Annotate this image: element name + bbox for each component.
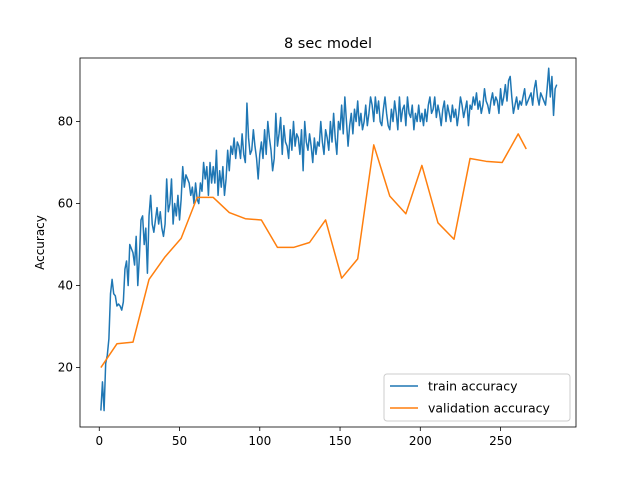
x-tick-label: 250	[489, 434, 512, 448]
y-tick-label: 80	[58, 115, 73, 129]
y-axis-label: Accuracy	[33, 215, 47, 270]
plot-frame	[79, 57, 577, 428]
plot-lines	[100, 67, 558, 412]
y-tick-label: 60	[58, 197, 73, 211]
legend: train accuracy validation accuracy	[383, 373, 571, 422]
x-tick-label: 50	[172, 434, 187, 448]
series-line-validation	[100, 133, 527, 368]
chart-title: 8 sec model	[284, 36, 372, 52]
legend-box	[383, 373, 571, 422]
x-tick-label: 200	[409, 434, 432, 448]
y-axis-ticks: 20 40 60 80	[58, 115, 80, 375]
x-tick-label: 0	[95, 434, 103, 448]
x-axis-ticks: 0 50 100 150 200 250	[95, 427, 512, 448]
y-tick-label: 40	[58, 279, 73, 293]
y-tick-label: 20	[58, 361, 73, 375]
series-line-train	[100, 67, 558, 412]
legend-entry: validation accuracy	[428, 401, 551, 416]
x-tick-label: 100	[248, 434, 271, 448]
x-tick-label: 150	[329, 434, 352, 448]
legend-entry: train accuracy	[428, 379, 518, 394]
